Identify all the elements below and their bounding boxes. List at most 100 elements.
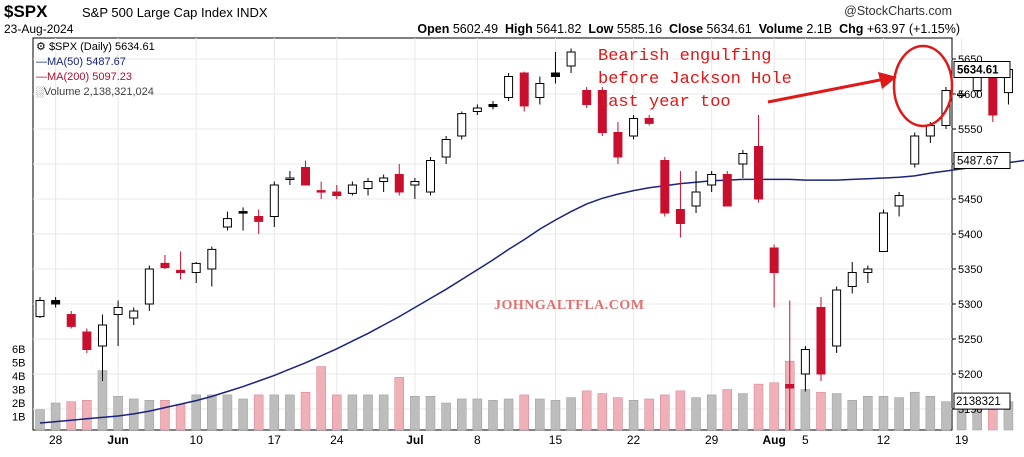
- candle-body: [316, 190, 326, 193]
- candle-body: [597, 90, 607, 133]
- volume-bar: [238, 398, 248, 431]
- volume-bar: [285, 394, 295, 431]
- candle-body: [816, 307, 826, 375]
- candle: [269, 181, 279, 227]
- candle: [550, 52, 560, 84]
- candle-body: [582, 90, 592, 105]
- candle: [410, 178, 420, 199]
- candle: [301, 160, 311, 186]
- candle-body: [97, 324, 107, 347]
- candle: [222, 211, 232, 231]
- candle: [707, 171, 717, 192]
- legend-volume: ░Volume 2,138,321,024: [36, 85, 155, 100]
- volume-bar: [253, 394, 264, 431]
- volume-bar: [863, 396, 873, 431]
- line-icon: —: [36, 56, 47, 68]
- candle: [254, 209, 264, 234]
- open-label: Open: [417, 22, 450, 36]
- volume-bar: [535, 398, 545, 431]
- candle: [566, 48, 576, 73]
- volume-tick-label: 1B: [12, 412, 25, 424]
- y-tick-label: 5350: [958, 264, 982, 276]
- quote-bar: Open 5602.49 High 5641.82 Low 5585.16 Cl…: [417, 22, 960, 36]
- candle: [832, 286, 842, 353]
- credit-label: @StockCharts.com: [844, 4, 952, 18]
- candle: [285, 171, 295, 185]
- candle-body: [66, 314, 76, 327]
- x-tick-label: 10: [190, 433, 204, 447]
- candle-body: [347, 184, 357, 194]
- candle: [316, 181, 326, 199]
- volume-bar: [613, 397, 623, 431]
- candle: [644, 115, 654, 126]
- candle-body: [691, 191, 701, 207]
- volume-bar: [816, 391, 826, 431]
- volume-bar: [597, 393, 608, 431]
- candle: [597, 87, 607, 136]
- chart-legend: ⚙ $SPX (Daily) 5634.61 —MA(50) 5487.67 —…: [36, 40, 155, 100]
- volume-bar: [503, 398, 514, 431]
- ma50-tag: 5487.67: [957, 156, 999, 168]
- candle: [441, 136, 451, 164]
- candle-body: [301, 167, 311, 186]
- x-tick-label: 29: [705, 433, 719, 447]
- volume-bar: [753, 383, 764, 431]
- legend-symbol: ⚙ $SPX (Daily) 5634.61: [36, 40, 155, 55]
- low-value: 5585.16: [616, 22, 663, 36]
- x-tick-label: 15: [549, 433, 563, 447]
- index-full-name: S&P 500 Large Cap Index: [82, 5, 233, 20]
- volume-bar: [738, 393, 748, 431]
- candle: [160, 255, 170, 269]
- candle: [785, 300, 795, 430]
- volume-tag-box: [953, 392, 1011, 410]
- candle: [113, 300, 123, 346]
- candle-body: [863, 268, 873, 273]
- candle-body: [769, 247, 779, 273]
- candle: [691, 171, 701, 213]
- x-tick-label: 12: [877, 433, 891, 447]
- candle-body: [910, 135, 920, 165]
- candle: [800, 346, 810, 392]
- candle-body: [254, 216, 264, 222]
- x-tick-label: 19: [955, 433, 969, 447]
- volume-tick-label: 5B: [12, 358, 25, 370]
- volume-bar: [441, 402, 451, 431]
- candle-body: [613, 132, 623, 158]
- candle: [191, 262, 201, 283]
- volume-bar: [847, 400, 857, 431]
- volume-bar: [35, 409, 45, 431]
- candle-body: [35, 300, 45, 318]
- volume-label: Volume: [758, 22, 803, 36]
- candle-body: [535, 83, 545, 98]
- volume-bar: [628, 400, 639, 431]
- candle: [66, 311, 76, 329]
- chg-label: Chg: [839, 22, 864, 36]
- volume-bar: [519, 394, 529, 431]
- annotation-text: Bearish engulfing before Jackson Hole la…: [598, 47, 792, 112]
- candle-body: [51, 300, 61, 305]
- candle-body: [332, 191, 342, 196]
- candle: [129, 307, 139, 325]
- volume-bar: [722, 389, 733, 431]
- candle-body: [410, 181, 420, 186]
- volume-bar: [222, 394, 233, 431]
- volume-bar: [66, 401, 76, 431]
- candle-body: [129, 310, 139, 319]
- candle-body: [488, 104, 498, 108]
- volume-bar: [800, 389, 811, 431]
- settings-icon[interactable]: ⚙: [36, 41, 46, 53]
- volume-bar: [113, 396, 123, 431]
- candle-body: [644, 118, 654, 124]
- candle: [394, 164, 404, 196]
- candle-body: [363, 181, 373, 189]
- candle: [894, 192, 904, 217]
- candle: [722, 171, 732, 207]
- candle-body: [894, 195, 904, 207]
- candle-body: [394, 174, 404, 193]
- candle-body: [722, 174, 732, 207]
- ma50-tag-box: [953, 152, 1011, 169]
- candle-body: [754, 146, 764, 200]
- candle-body: [675, 209, 685, 224]
- candle: [207, 246, 217, 287]
- candle: [504, 73, 514, 101]
